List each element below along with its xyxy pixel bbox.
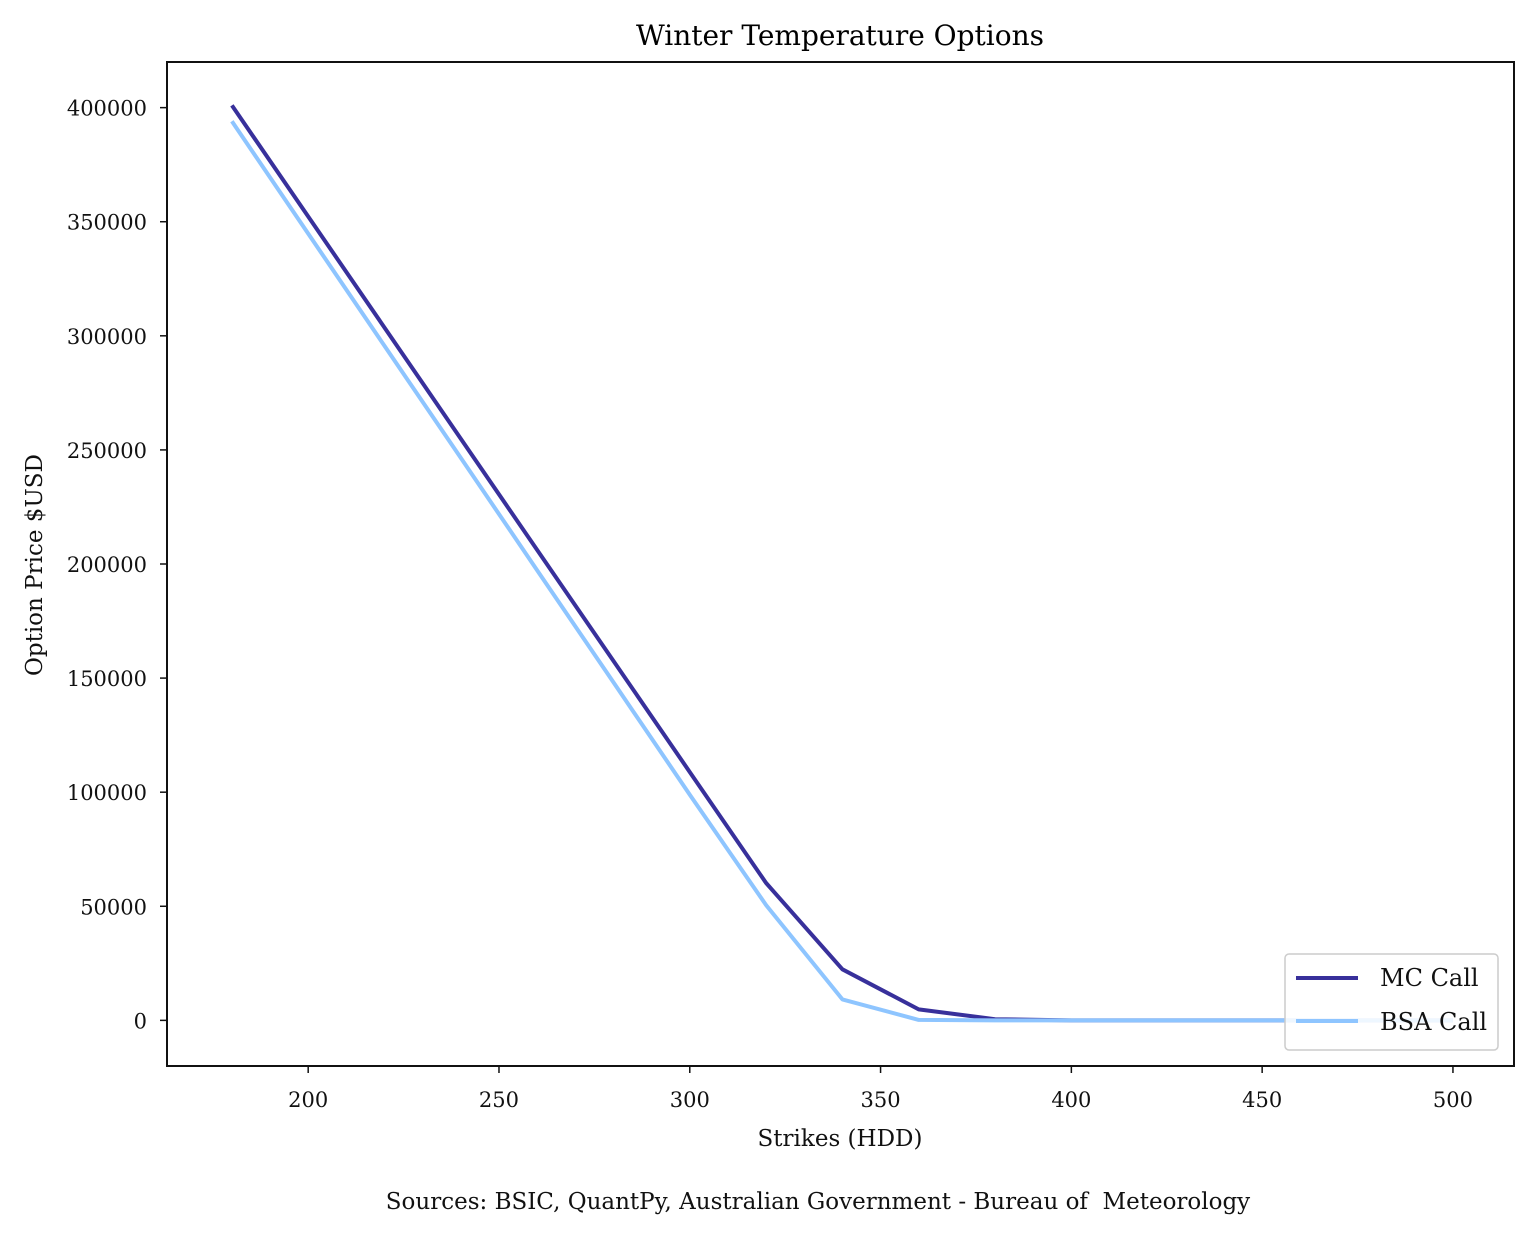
- y-axis-label: Option Price $USD: [22, 454, 48, 676]
- y-tick-label: 50000: [80, 895, 147, 919]
- x-tick-label: 350: [861, 1088, 901, 1112]
- x-tick-label: 250: [479, 1088, 519, 1112]
- chart-title: Winter Temperature Options: [636, 19, 1044, 52]
- x-tick-label: 500: [1433, 1088, 1473, 1112]
- x-tick-label: 400: [1051, 1088, 1091, 1112]
- x-tick-label: 450: [1242, 1088, 1282, 1112]
- y-tick-label: 250000: [67, 439, 147, 463]
- x-axis-label: Strikes (HDD): [758, 1126, 923, 1152]
- legend-label-bsa: BSA Call: [1380, 1008, 1487, 1036]
- legend-label-mc: MC Call: [1380, 964, 1479, 992]
- y-tick-label: 0: [134, 1009, 147, 1033]
- y-tick-label: 300000: [67, 325, 147, 349]
- plot-frame: [166, 61, 1515, 1067]
- y-tick-label: 150000: [67, 667, 147, 691]
- series-line-mc-call: [230, 104, 1453, 1023]
- x-tick-label: 200: [288, 1088, 328, 1112]
- y-tick-label: 100000: [67, 781, 147, 805]
- y-tick-label: 200000: [67, 553, 147, 577]
- legend: MC Call BSA Call: [1284, 953, 1499, 1051]
- y-tick-label: 400000: [67, 97, 147, 121]
- caption: Sources: BSIC, QuantPy, Australian Gover…: [386, 1189, 1250, 1215]
- y-tick-label: 350000: [67, 211, 147, 235]
- series-line-bsa-call: [230, 120, 1453, 1023]
- x-tick-label: 300: [670, 1088, 710, 1112]
